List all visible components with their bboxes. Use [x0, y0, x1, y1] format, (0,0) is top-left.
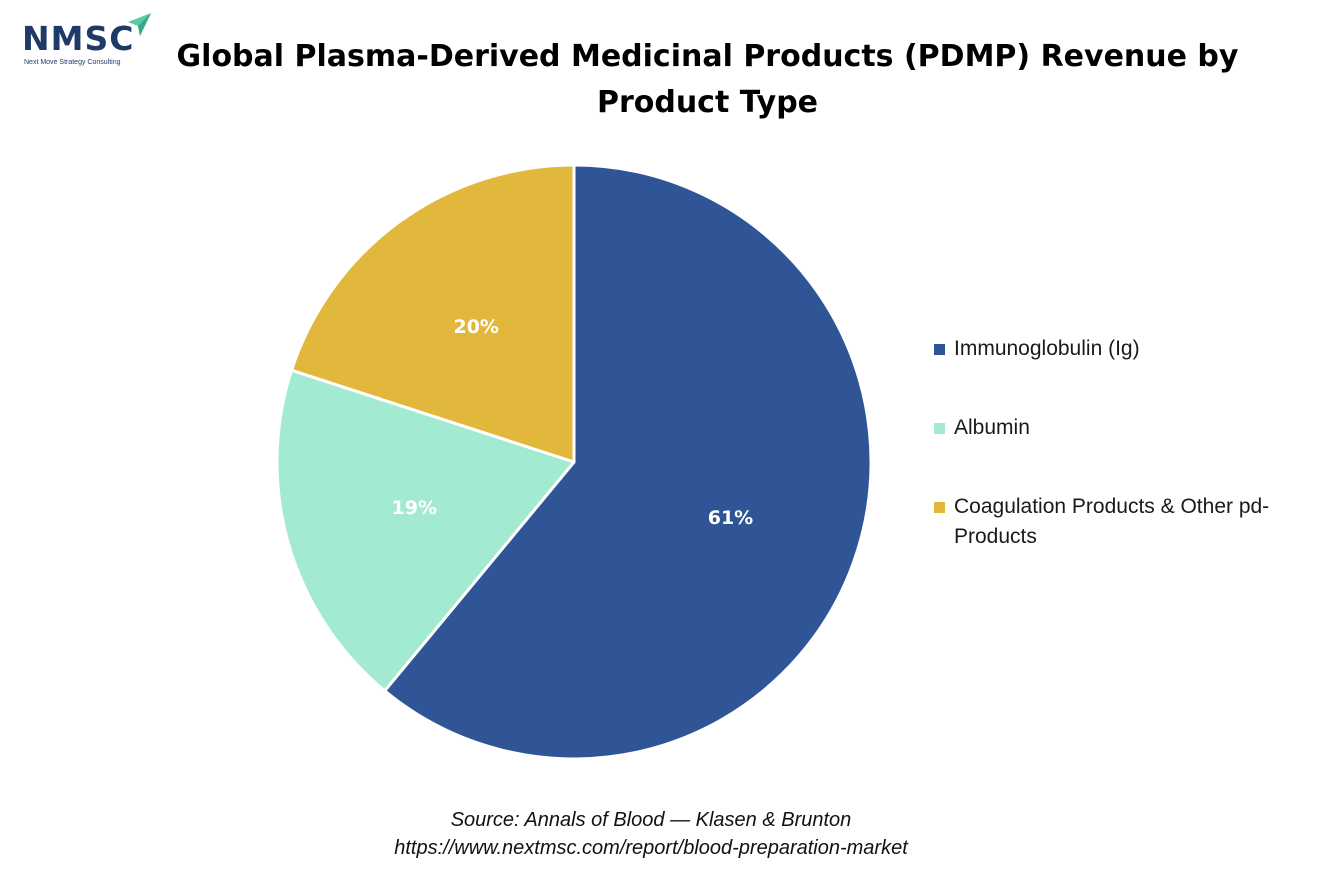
pie-data-label-2: 20%: [453, 316, 498, 338]
pie-slices: [275, 163, 873, 761]
source-citation: Source: Annals of Blood — Klasen & Brunt…: [450, 809, 852, 831]
legend-swatch-0: [934, 344, 945, 355]
legend-swatch-1: [934, 423, 945, 434]
legend-label-0: Immunoglobulin (Ig): [954, 337, 1140, 360]
legend: Immunoglobulin (Ig) Albumin Coagulation Pr…: [934, 334, 1314, 552]
source-url: https://www.nextmsc.com/report/blood-pre…: [394, 837, 908, 859]
logo-text: NMSC: [22, 19, 135, 58]
pie-labels: 61% 19% 20%: [392, 316, 754, 529]
pie-slice-1: [275, 368, 576, 693]
chart-title: Global Plasma-Derived Medicinal Products…: [176, 39, 1239, 120]
legend-swatch-2: [934, 502, 945, 513]
legend-item-0: Immunoglobulin (Ig): [934, 334, 1314, 364]
legend-item-1: Albumin: [934, 413, 1314, 443]
pie-data-label-1: 19%: [392, 497, 437, 519]
pie-data-label-0: 61%: [708, 507, 753, 529]
source-note: Source: Annals of Blood — Klasen & Brunt…: [0, 806, 1302, 862]
pie-slice-2: [290, 163, 576, 464]
logo-tagline: Next Move Strategy Consulting: [24, 59, 121, 66]
legend-label-1: Albumin: [954, 416, 1030, 439]
legend-item-2: Coagulation Products & Other pd-Products: [934, 492, 1314, 552]
logo: NMSC Next Move Strategy Consulting: [22, 12, 162, 72]
legend-label-2: Coagulation Products & Other pd-Products: [954, 495, 1270, 548]
logo-arrow-icon: [128, 13, 151, 36]
pie-slice-0: [383, 163, 873, 761]
